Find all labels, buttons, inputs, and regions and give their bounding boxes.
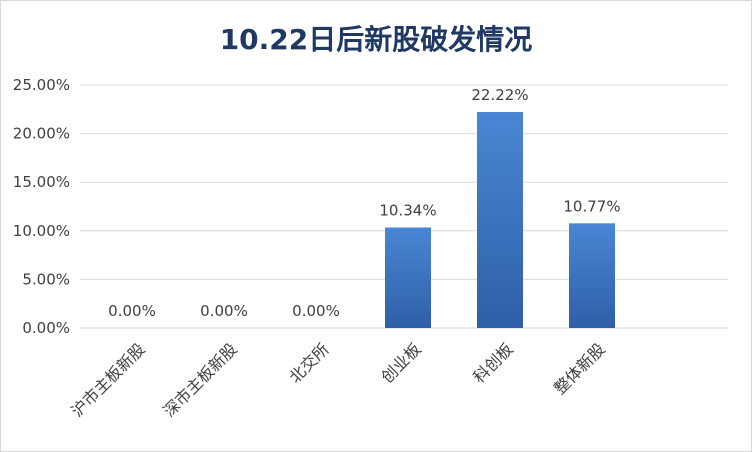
x-tick-label: 沪市主板新股 bbox=[68, 339, 149, 420]
bar bbox=[477, 112, 523, 328]
y-axis-ticks: 0.00% 5.00% 10.00% 15.00% 20.00% 25.00% bbox=[13, 76, 70, 337]
x-tick-label: 整体新股 bbox=[550, 339, 609, 398]
data-label: 0.00% bbox=[292, 302, 340, 320]
y-tick-label: 15.00% bbox=[13, 173, 70, 191]
x-axis-ticks: 沪市主板新股 深市主板新股 北交所 创业板 科创板 整体新股 bbox=[68, 339, 609, 420]
y-tick-label: 5.00% bbox=[22, 270, 70, 288]
data-label: 22.22% bbox=[471, 86, 528, 104]
bars bbox=[385, 112, 615, 328]
data-label: 10.34% bbox=[379, 201, 436, 219]
chart-title: 10.22日后新股破发情况 bbox=[219, 23, 533, 56]
x-tick-label: 北交所 bbox=[285, 339, 332, 386]
bar bbox=[569, 223, 615, 328]
y-tick-label: 10.00% bbox=[13, 222, 70, 240]
x-tick-label: 深市主板新股 bbox=[160, 339, 241, 420]
data-label: 10.77% bbox=[563, 197, 620, 215]
bar bbox=[385, 227, 431, 328]
x-tick-label: 创业板 bbox=[377, 339, 424, 386]
data-label: 0.00% bbox=[108, 302, 156, 320]
y-tick-label: 20.00% bbox=[13, 125, 70, 143]
x-tick-label: 科创板 bbox=[469, 339, 516, 386]
data-label: 0.00% bbox=[200, 302, 248, 320]
y-tick-label: 0.00% bbox=[22, 319, 70, 337]
y-tick-label: 25.00% bbox=[13, 76, 70, 94]
data-labels: 0.00% 0.00% 0.00% 10.34% 22.22% 10.77% bbox=[108, 86, 620, 320]
